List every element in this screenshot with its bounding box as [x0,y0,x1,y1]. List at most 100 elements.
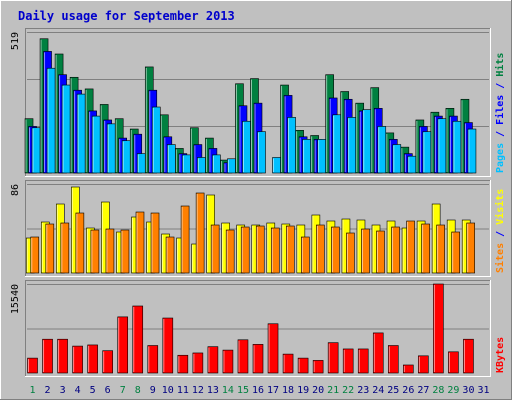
bar-pages-day-5 [91,115,101,174]
day-label: 14 [222,385,234,396]
bar-sites-day-23 [361,228,370,274]
bar-sites-day-1 [30,236,40,274]
bar-kbytes-day-9 [147,345,159,374]
bar-sites-day-4 [75,212,85,274]
panel-hits-files-pages: 519 Pages / Files / Hits [10,28,506,177]
series-sites [30,192,476,274]
series-pages [31,67,477,174]
y-max-label: 519 [10,32,21,50]
bar-pages-day-16 [257,131,266,174]
bar-sites-day-7 [120,229,130,274]
bar-sites-day-21 [331,226,340,274]
side-legend: Pages / Files / Hits [494,53,506,173]
bar-kbytes-day-18 [282,353,294,374]
day-label: 28 [432,385,444,396]
bar-pages-day-22 [347,117,356,174]
bar-pages-day-3 [61,84,71,174]
legend-part: Visits [494,189,506,225]
bar-kbytes-day-2 [42,338,53,374]
bar-pages-day-29 [452,120,462,174]
bar-pages-day-15 [242,120,251,174]
bar-sites-day-17 [270,227,280,274]
bar-sites-day-25 [391,226,400,274]
bar-pages-day-21 [332,114,341,174]
bar-pages-day-26 [407,155,417,174]
bar-kbytes-day-20 [312,360,324,374]
day-label: 11 [177,385,189,396]
bar-kbytes-day-17 [267,323,279,374]
bar-sites-day-3 [60,222,70,274]
bar-sites-day-20 [316,224,325,274]
day-label: 10 [162,385,174,396]
bar-kbytes-day-23 [357,348,369,374]
bar-sites-day-30 [466,222,476,274]
bar-sites-day-2 [45,223,55,274]
bar-kbytes-day-8 [132,305,144,374]
bar-kbytes-day-15 [237,339,249,374]
bar-sites-day-8 [135,211,145,274]
bar-kbytes-day-1 [27,357,38,374]
day-label: 17 [267,385,279,396]
bar-pages-day-6 [106,123,116,174]
series-visits [25,186,471,274]
day-label: 20 [312,385,324,396]
bar-pages-day-7 [121,140,131,174]
bar-sites-day-5 [90,229,100,274]
day-label: 31 [477,385,489,396]
bar-sites-day-15 [240,226,250,274]
bar-kbytes-day-14 [222,349,234,374]
day-label: 16 [252,385,264,396]
bar-pages-day-8 [136,153,146,174]
bar-kbytes-day-12 [192,352,204,374]
bar-pages-day-27 [422,131,432,174]
day-label: 2 [45,385,51,396]
bar-kbytes-day-26 [403,364,414,374]
day-label: 21 [327,385,339,396]
bar-pages-day-20 [317,139,326,174]
bar-kbytes-day-7 [117,316,129,374]
bar-kbytes-day-21 [327,342,339,374]
day-label: 19 [297,385,309,396]
bar-kbytes-day-25 [387,345,399,374]
day-label: 8 [135,385,141,396]
day-label: 1 [30,385,36,396]
day-label: 26 [402,385,414,396]
bar-pages-day-30 [467,128,477,174]
bar-sites-day-22 [346,232,355,274]
bar-pages-day-13 [212,154,221,174]
bar-kbytes-day-24 [372,332,384,374]
day-label: 29 [447,385,459,396]
panel-visits-sites: 86 Sites / Visits [10,180,506,277]
chart-title: Daily usage for September 2013 [18,9,235,23]
day-label: 24 [372,385,384,396]
bar-pages-day-9 [151,106,161,174]
bar-pages-day-28 [437,118,447,174]
bar-pages-day-19 [302,139,311,174]
x-axis-day-labels: 1 2 3 4 5 6 7 8 9 10 11 12 13 14 15 16 17 18 19 20 21 22 23 24 2… [30,385,490,396]
legend-part: Pages [495,143,506,173]
day-label: 22 [342,385,354,396]
bar-kbytes-day-11 [177,354,189,374]
legend-part: Files [494,95,506,125]
bar-sites-day-12 [195,192,205,274]
bar-kbytes-day-16 [252,344,264,374]
panel-kbytes: 15540 KBytes [10,280,506,377]
legend-part: / [495,125,506,143]
bar-pages-day-11 [182,154,191,174]
bar-kbytes-day-22 [342,348,354,374]
bar-sites-day-14 [225,229,235,274]
bar-kbytes-day-30 [463,338,474,374]
bar-kbytes-day-29 [448,351,459,374]
y-max-label: 15540 [10,284,21,314]
legend-part: KBytes [495,337,506,373]
bar-pages-day-4 [76,93,86,174]
bar-pages-day-10 [167,144,176,174]
bar-pages-day-1 [31,127,41,174]
bar-kbytes-day-5 [87,344,98,374]
day-label: 25 [387,385,399,396]
day-label: 15 [237,385,249,396]
bar-sites-day-13 [210,224,220,274]
day-label: 4 [75,385,81,396]
legend-part: / [495,225,506,243]
